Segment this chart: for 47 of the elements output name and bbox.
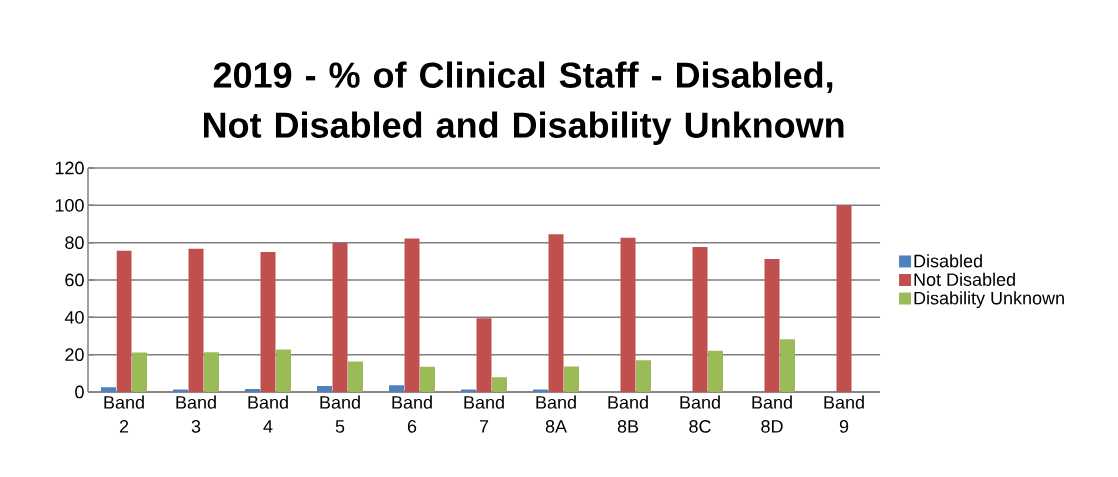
x-tick-label: Band 8D [752,395,792,433]
bar [276,349,292,392]
x-tick-label: Band 7 [464,395,504,433]
bar [836,205,852,392]
bar [492,377,508,392]
legend-label: Disability Unknown [914,291,1064,309]
bar [132,352,148,392]
x-tick-label: Band 3 [176,395,216,433]
bar [476,318,492,392]
x-tick-label: Band 8C [680,395,720,433]
bar [204,352,219,392]
y-tick-label: 40 [64,310,84,324]
bar [389,385,405,392]
bar [245,389,261,392]
bar [317,386,332,392]
legend-label: Not Disabled [914,272,1015,286]
bar [260,252,276,392]
x-tick-label: Band 8B [608,395,648,433]
bar [188,248,204,392]
y-tick-label: 100 [55,198,84,212]
y-tick-label: 20 [65,348,84,362]
bar [708,350,724,392]
bar [548,234,564,392]
bar [780,339,796,392]
bar [101,387,116,392]
x-tick-label: Band 6 [392,395,432,433]
bar [620,237,636,392]
bar [116,250,132,392]
bar [564,366,580,392]
bar [348,361,364,392]
bar [692,246,708,392]
bar [636,360,652,392]
bar [420,366,436,392]
chart-title: 2019 - % of Clinical Staff - Disabled, Not Disabled and Disability Unknown [204,61,844,146]
bar [404,238,420,392]
x-tick-label: Band 5 [320,395,360,433]
x-tick-label: Band 9 [824,395,864,433]
x-tick-label: Band 4 [248,395,288,433]
y-tick-label: 120 [55,161,84,175]
x-tick-label: Band 2 [104,395,144,433]
bar [332,243,348,392]
y-tick-label: 0 [75,385,84,399]
bar [764,259,780,392]
y-tick-label: 80 [65,236,84,250]
legend-label: Disabled [914,254,982,268]
y-tick-label: 60 [65,273,84,287]
x-tick-label: Band 8A [536,395,576,433]
